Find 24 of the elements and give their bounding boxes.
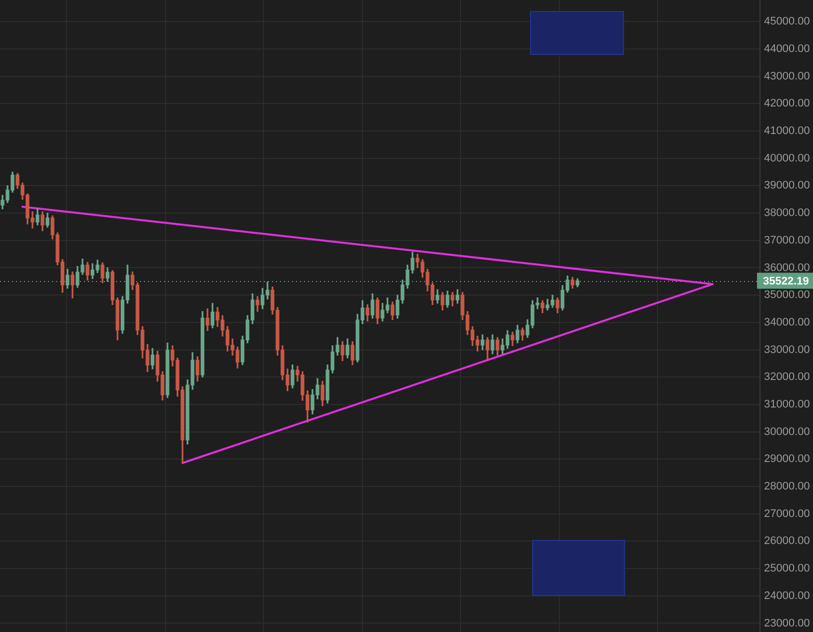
- y-tick-label: 26000.00: [764, 535, 810, 548]
- y-tick-label: 43000.00: [764, 70, 810, 82]
- y-tick-label: 38000.00: [764, 207, 810, 220]
- y-tick-label: 39000.00: [764, 180, 810, 192]
- y-tick-label: 37000.00: [764, 234, 810, 246]
- y-tick-label: 44000.00: [764, 42, 810, 55]
- y-tick-label: 34000.00: [764, 316, 810, 328]
- y-tick-label: 35000.00: [764, 289, 810, 302]
- y-tick-label: 33000.00: [764, 344, 810, 356]
- y-tick-label: 28000.00: [764, 480, 810, 493]
- y-tick-label: 24000.00: [764, 590, 810, 602]
- y-tick-label: 32000.00: [764, 371, 810, 384]
- y-tick-label: 31000.00: [764, 398, 810, 410]
- y-tick-label: 36000.00: [764, 262, 810, 274]
- y-tick-label: 40000.00: [764, 152, 810, 164]
- y-tick-label: 41000.00: [764, 125, 810, 138]
- y-tick-label: 23000.00: [764, 617, 810, 630]
- y-tick-label: 42000.00: [764, 98, 810, 110]
- y-tick-label: 30000.00: [764, 426, 810, 438]
- ref-line-label: 35522.19: [763, 275, 809, 288]
- y-tick-label: 27000.00: [764, 508, 810, 520]
- y-tick-label: 25000.00: [764, 562, 810, 575]
- y-tick-label: 29000.00: [764, 453, 810, 466]
- y-tick-label: 45000.00: [764, 16, 810, 28]
